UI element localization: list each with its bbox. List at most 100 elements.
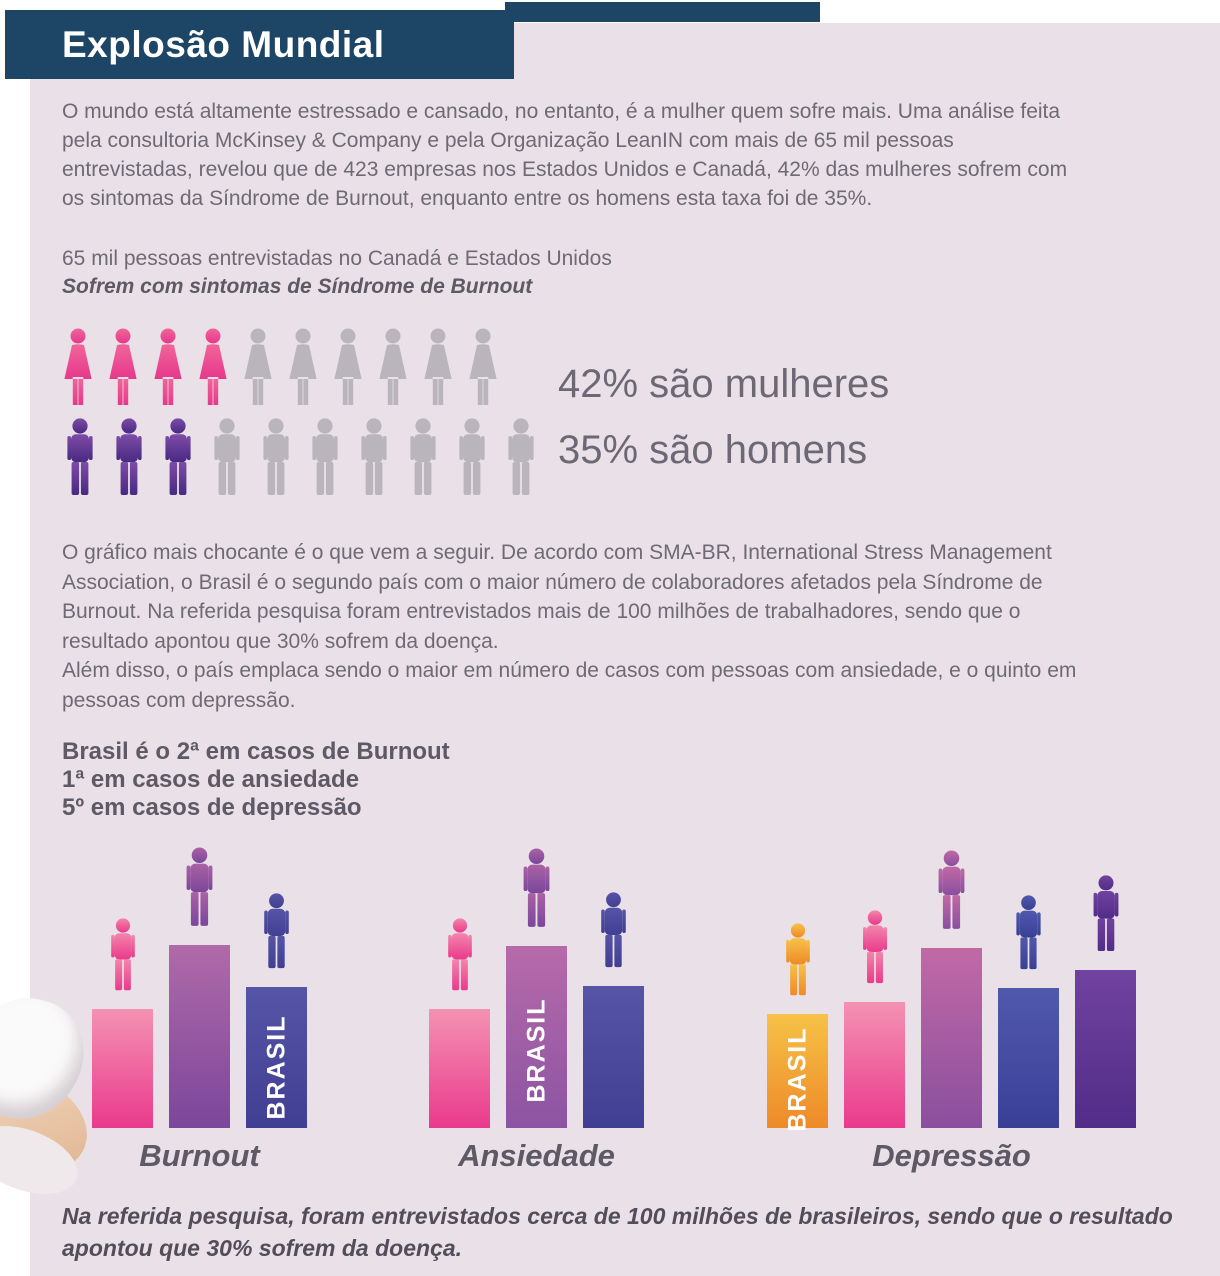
- male-person-icon: [447, 918, 472, 991]
- female-person-icon: [64, 328, 92, 405]
- bar: [429, 1009, 490, 1128]
- chart-group-depressao: BRASIL Depressão: [767, 850, 1136, 1173]
- male-person-icon: [862, 910, 887, 984]
- female-person-icon: [154, 328, 182, 405]
- bar-brasil: BRASIL: [246, 987, 307, 1128]
- female-icon-gray: [239, 328, 277, 408]
- male-person-icon: [459, 418, 485, 495]
- intro-line: entrevistadas, revelou que de 423 empres…: [62, 158, 1068, 181]
- male-person-icon: [214, 418, 240, 495]
- female-person-icon: [469, 328, 497, 405]
- female-person-icon: [109, 328, 137, 405]
- intro-line: pela consultoria McKinsey & Company e pe…: [62, 129, 954, 152]
- male-person-icon: [938, 850, 965, 929]
- male-icon-gray: [353, 418, 395, 498]
- male-icon-gray: [206, 418, 248, 498]
- male-person-icon: [523, 848, 550, 927]
- bar-column: [1075, 875, 1136, 1128]
- bar-column: BRASIL: [767, 923, 828, 1132]
- male-person-icon: [1093, 875, 1118, 952]
- female-icon-gray: [374, 328, 412, 408]
- chart-group-ansiedade: BRASIL Ansiedade: [429, 848, 644, 1173]
- female-icon-highlighted: [104, 328, 142, 408]
- female-person-icon: [424, 328, 452, 405]
- male-person-icon: [361, 418, 387, 495]
- female-person-icon: [289, 328, 317, 405]
- female-person-icon: [379, 328, 407, 405]
- pictogram-row-male: [59, 418, 549, 498]
- body-line: Além disso, o país emplaca sendo o maior…: [62, 659, 1077, 682]
- bar-column: [583, 892, 644, 1128]
- male-person-icon: [508, 418, 534, 495]
- male-person-icon: [165, 418, 191, 495]
- male-icon-gray: [255, 418, 297, 498]
- male-icon-highlighted: [108, 418, 150, 498]
- female-icon-highlighted: [194, 328, 232, 408]
- body-line: pessoas com depressão.: [62, 688, 296, 712]
- male-icon-gray: [402, 418, 444, 498]
- ranking-line-burnout: Brasil é o 2ª em casos de Burnout: [62, 738, 450, 765]
- bar: [1075, 970, 1136, 1128]
- brasil-label: BRASIL: [783, 1026, 811, 1132]
- chart-group-caption: Ansiedade: [458, 1138, 615, 1173]
- female-percentage-label: 42% são mulheres: [558, 362, 890, 406]
- intro-paragraph: O mundo está altamente estressado e cans…: [62, 97, 1067, 213]
- male-icon-gray: [451, 418, 493, 498]
- female-icon-highlighted: [59, 328, 97, 408]
- body-line: Burnout. Na referida pesquisa foram entr…: [62, 600, 1021, 623]
- female-person-icon: [334, 328, 362, 405]
- page-title: Explosão Mundial: [62, 23, 385, 65]
- male-person-icon: [601, 892, 626, 968]
- bar: [92, 1009, 153, 1128]
- male-icon-gray: [304, 418, 346, 498]
- male-icon-highlighted: [59, 418, 101, 498]
- female-person-icon: [244, 328, 272, 405]
- female-icon-gray: [464, 328, 502, 408]
- bar: [169, 945, 230, 1128]
- female-icon-gray: [284, 328, 322, 408]
- brasil-ranking-headlines: Brasil é o 2ª em casos de Burnout 1ª em …: [62, 738, 450, 822]
- bar: [921, 948, 982, 1128]
- male-icon-highlighted: [157, 418, 199, 498]
- bar-column: [844, 910, 905, 1128]
- male-person-icon: [785, 923, 810, 996]
- female-person-icon: [199, 328, 227, 405]
- ranking-line-depressao: 5º em casos de depressão: [62, 794, 362, 821]
- footnote-line: Na referida pesquisa, foram entrevistado…: [62, 1203, 1173, 1229]
- bar-column: [921, 850, 982, 1128]
- bar-column: BRASIL: [246, 893, 307, 1128]
- bar-column: [92, 918, 153, 1128]
- male-person-icon: [116, 418, 142, 495]
- bar: [844, 1002, 905, 1128]
- intro-line: O mundo está altamente estressado e cans…: [62, 100, 1061, 123]
- body-line: resultado apontou que 30% sofrem da doen…: [62, 629, 499, 653]
- female-icon-highlighted: [149, 328, 187, 408]
- chart-group-burnout: BRASIL Burnout: [92, 847, 307, 1173]
- ranking-line-ansiedade: 1ª em casos de ansiedade: [62, 766, 360, 793]
- footnote-line: apontou que 30% sofrem da doença.: [62, 1235, 463, 1261]
- intro-line: os sintomas da Síndrome de Burnout, enqu…: [62, 187, 873, 210]
- male-percentage-label: 35% são homens: [558, 428, 868, 472]
- bar-column: BRASIL: [506, 848, 567, 1128]
- body-line: O gráfico mais chocante é o que vem a se…: [62, 541, 1052, 564]
- survey-subtitle-bold: Sofrem com sintomas de Síndrome de Burno…: [62, 275, 533, 298]
- bar-column: [169, 847, 230, 1128]
- chart-group-caption: Burnout: [139, 1138, 260, 1173]
- bar: [583, 986, 644, 1128]
- male-person-icon: [410, 418, 436, 495]
- body-line: Association, o Brasil é o segundo país c…: [62, 570, 1043, 594]
- body-paragraph: O gráfico mais chocante é o que vem a se…: [62, 538, 1076, 715]
- bar-column: [998, 895, 1059, 1128]
- top-accent-bar: [505, 2, 820, 22]
- pictogram-row-female: [59, 328, 509, 408]
- bar-brasil: BRASIL: [506, 946, 567, 1128]
- brasil-label: BRASIL: [262, 1014, 290, 1120]
- bar-brasil: BRASIL: [767, 1014, 828, 1132]
- female-icon-gray: [329, 328, 367, 408]
- survey-subtitle: 65 mil pessoas entrevistadas no Canadá e…: [62, 247, 612, 270]
- chart-group-caption: Depressão: [872, 1138, 1031, 1173]
- male-person-icon: [1016, 895, 1041, 970]
- bar-column: [429, 918, 490, 1128]
- footnote: Na referida pesquisa, foram entrevistado…: [62, 1200, 1173, 1264]
